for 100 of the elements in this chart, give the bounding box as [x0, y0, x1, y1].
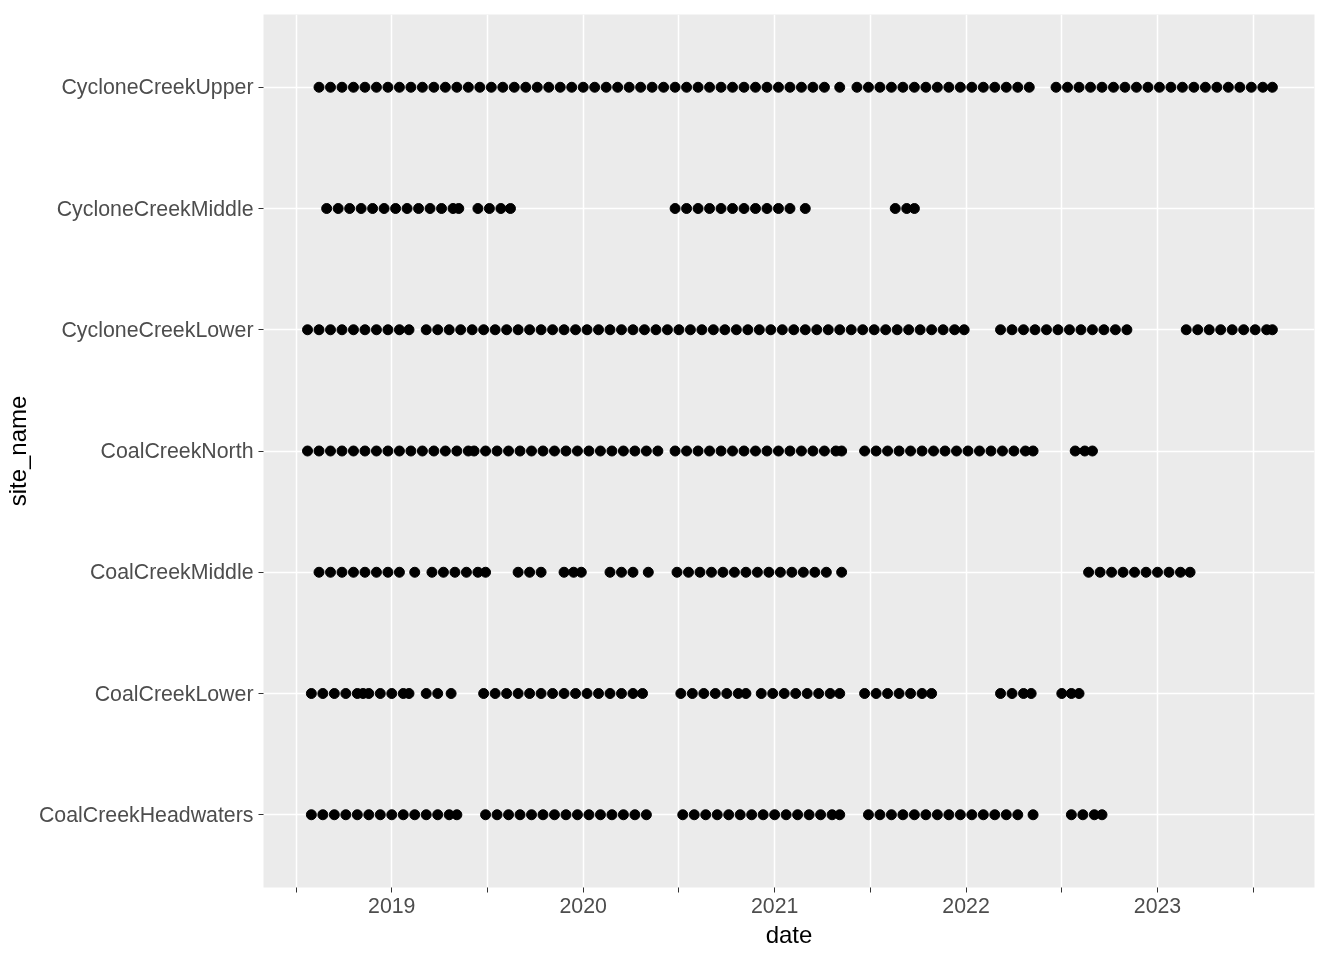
point — [382, 81, 394, 93]
point — [1065, 809, 1077, 821]
point — [880, 324, 892, 336]
point — [313, 566, 325, 578]
point — [378, 203, 390, 214]
point — [669, 81, 681, 93]
point — [336, 566, 348, 578]
point — [650, 324, 662, 336]
point — [1062, 81, 1074, 93]
y-tick-label: CycloneCreekUpper — [61, 75, 254, 100]
point — [707, 324, 719, 336]
point — [769, 809, 781, 821]
point — [1000, 81, 1012, 93]
point — [480, 566, 492, 578]
point — [313, 81, 325, 93]
point — [734, 809, 746, 821]
point — [347, 566, 359, 578]
point — [669, 445, 681, 457]
point — [328, 809, 340, 821]
point — [784, 203, 796, 214]
point — [949, 324, 961, 336]
point — [966, 81, 978, 93]
point — [727, 445, 739, 457]
point — [1192, 324, 1204, 336]
point — [336, 445, 348, 457]
point — [1245, 81, 1257, 93]
point — [738, 203, 750, 214]
point — [1094, 566, 1106, 578]
point — [640, 809, 652, 821]
point — [705, 566, 717, 578]
point — [795, 445, 807, 457]
x-tick-label: 2019 — [368, 893, 416, 918]
point — [937, 324, 949, 336]
point — [799, 324, 811, 336]
point — [606, 809, 618, 821]
point — [719, 324, 731, 336]
point — [874, 809, 886, 821]
point — [772, 81, 784, 93]
point — [359, 324, 371, 336]
point — [1174, 566, 1186, 578]
point — [908, 809, 920, 821]
point — [548, 809, 560, 821]
point — [834, 809, 846, 821]
point — [1211, 81, 1223, 93]
point — [1029, 324, 1041, 336]
point — [409, 566, 421, 578]
point — [996, 445, 1008, 457]
point — [393, 324, 405, 336]
point — [958, 324, 970, 336]
point — [738, 445, 750, 457]
point — [989, 809, 1001, 821]
point — [728, 566, 740, 578]
point — [1063, 324, 1075, 336]
point — [439, 81, 451, 93]
point — [340, 688, 352, 699]
point — [491, 445, 503, 457]
point — [891, 324, 903, 336]
point — [432, 809, 444, 821]
point — [1012, 81, 1024, 93]
point — [931, 809, 943, 821]
point — [692, 81, 704, 93]
point — [715, 81, 727, 93]
point — [704, 203, 716, 214]
point — [512, 324, 524, 336]
point — [750, 445, 761, 457]
point — [784, 81, 796, 93]
point — [501, 324, 513, 336]
point — [776, 324, 788, 336]
point — [939, 445, 951, 457]
point — [931, 81, 943, 93]
point — [966, 809, 978, 821]
point — [424, 203, 436, 214]
point — [740, 566, 752, 578]
point — [512, 688, 524, 699]
point — [305, 688, 317, 699]
point — [437, 566, 449, 578]
y-tick-label: CoalCreekHeadwaters — [38, 802, 254, 827]
point — [604, 324, 616, 336]
point — [336, 81, 348, 93]
point — [485, 81, 497, 93]
point — [340, 809, 352, 821]
point — [730, 324, 742, 336]
point — [474, 81, 486, 93]
point — [420, 809, 432, 821]
point — [1226, 324, 1238, 336]
point — [1056, 688, 1068, 699]
point — [1249, 324, 1261, 336]
point — [1107, 81, 1119, 93]
point — [347, 324, 359, 336]
point — [715, 203, 727, 214]
point — [811, 324, 823, 336]
point — [1129, 566, 1141, 578]
point — [403, 324, 415, 336]
point — [405, 445, 417, 457]
point — [436, 203, 448, 214]
point — [370, 445, 382, 457]
point — [1018, 324, 1030, 336]
point — [382, 566, 394, 578]
point — [711, 809, 723, 821]
point — [926, 324, 938, 336]
